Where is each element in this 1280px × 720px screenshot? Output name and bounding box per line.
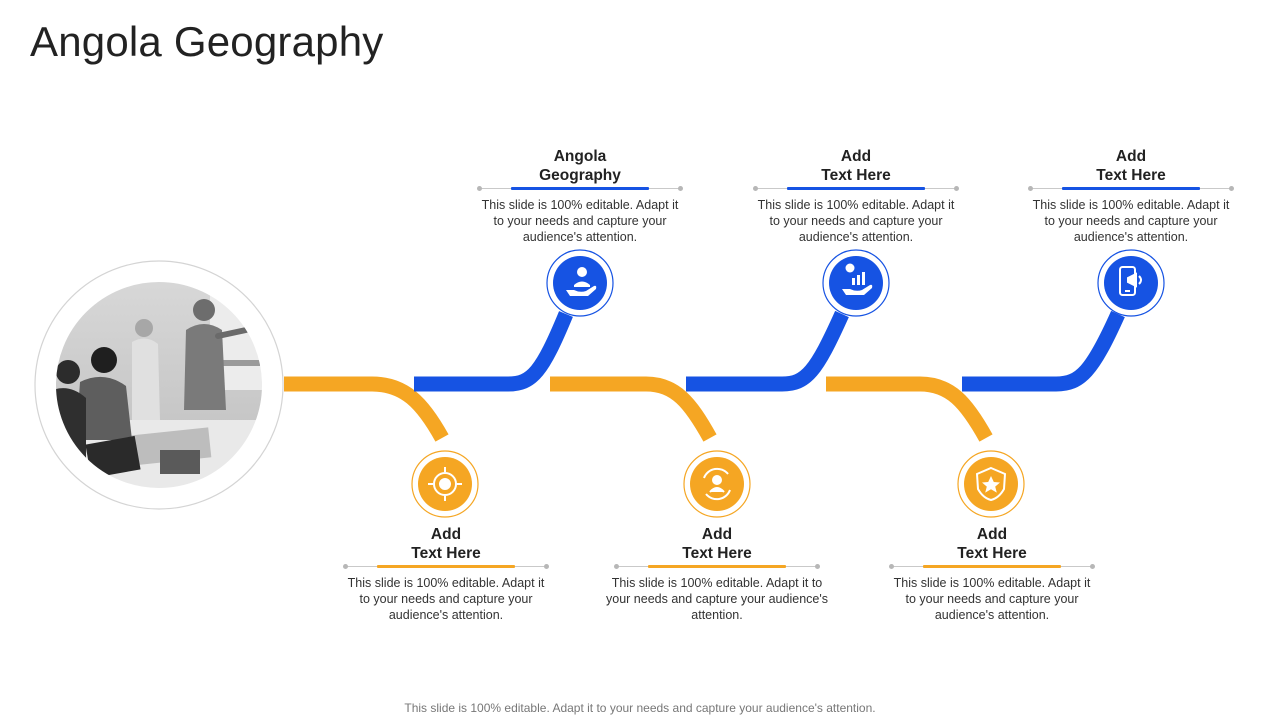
footer-note: This slide is 100% editable. Adapt it to… (404, 701, 876, 715)
slide-title: Angola Geography (30, 18, 384, 65)
hand-user-icon (566, 267, 597, 296)
step-divider (614, 563, 820, 571)
step-card-bottom-2: Add Text Here This slide is 100% editabl… (600, 525, 834, 623)
step-heading-line2: Text Here (682, 545, 752, 562)
step-description: This slide is 100% editable. Adapt it to… (481, 198, 679, 244)
step-divider (889, 563, 1095, 571)
step-card-top-3: Add Text Here This slide is 100% editabl… (1024, 147, 1238, 245)
step-node-top-2 (822, 249, 890, 317)
step-heading: Add Text Here (1024, 147, 1238, 185)
connector-paths (284, 310, 1125, 442)
blue-connector-3 (962, 310, 1125, 392)
step-heading-line1: Add (840, 148, 872, 165)
step-heading-line1: Add (430, 526, 462, 543)
step-heading: Add Text Here (339, 525, 553, 563)
step-heading-line2: Text Here (411, 545, 481, 562)
step-card-top-1: Angola Geography This slide is 100% edit… (473, 147, 687, 245)
step-node-top-1 (546, 249, 614, 317)
step-description: This slide is 100% editable. Adapt it to… (757, 198, 955, 244)
orange-connector-2 (550, 376, 717, 442)
step-heading-line1: Add (976, 526, 1008, 543)
step-heading-line2: Geography (539, 167, 621, 184)
step-node-bottom-3 (957, 450, 1025, 518)
step-heading: Add Text Here (600, 525, 834, 563)
target-globe-icon (428, 467, 462, 501)
step-divider (477, 185, 683, 193)
step-node-bottom-1 (411, 450, 479, 518)
blue-connector-2 (686, 310, 849, 392)
step-heading-line2: Text Here (821, 167, 891, 184)
step-divider (1028, 185, 1234, 193)
step-node-top-3 (1097, 249, 1165, 317)
step-description: This slide is 100% editable. Adapt it to… (1032, 198, 1230, 244)
step-card-bottom-3: Add Text Here This slide is 100% editabl… (885, 525, 1099, 623)
star-badge-icon (975, 466, 1007, 502)
step-divider (753, 185, 959, 193)
step-divider (343, 563, 549, 571)
step-node-bottom-2 (683, 450, 751, 518)
hand-growth-chart-icon (842, 263, 873, 295)
step-card-bottom-1: Add Text Here This slide is 100% editabl… (339, 525, 553, 623)
step-heading: Add Text Here (749, 147, 963, 185)
step-heading: Add Text Here (885, 525, 1099, 563)
mobile-megaphone-icon (1119, 266, 1142, 296)
step-description: This slide is 100% editable. Adapt it to… (347, 576, 545, 622)
orange-connector-1 (284, 376, 449, 442)
blue-connector-1 (414, 311, 573, 392)
step-heading: Angola Geography (473, 147, 687, 185)
step-card-top-2: Add Text Here This slide is 100% editabl… (749, 147, 963, 245)
step-heading-line1: Add (701, 526, 733, 543)
team-photo (34, 260, 284, 510)
step-heading-line2: Text Here (1096, 167, 1166, 184)
orange-connector-3 (826, 376, 993, 442)
cycle-people-icon (703, 467, 731, 501)
step-heading-line2: Text Here (957, 545, 1027, 562)
step-heading-line1: Angola (553, 148, 607, 165)
step-description: This slide is 100% editable. Adapt it to… (606, 576, 828, 622)
step-description: This slide is 100% editable. Adapt it to… (893, 576, 1091, 622)
step-heading-line1: Add (1115, 148, 1147, 165)
